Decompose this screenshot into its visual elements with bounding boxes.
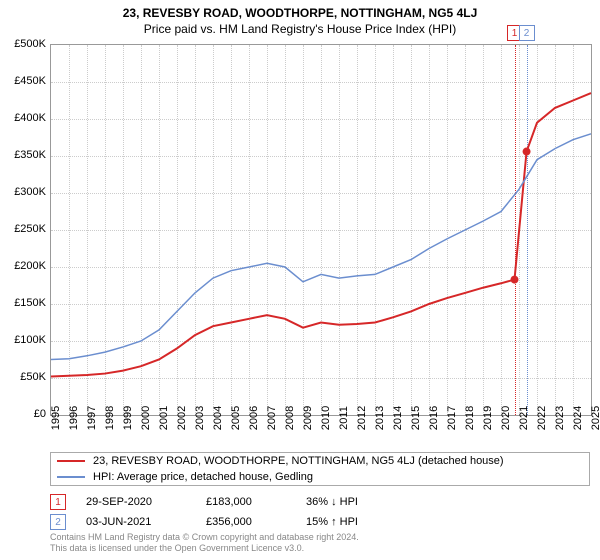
footer-attribution: Contains HM Land Registry data © Crown c…	[50, 532, 359, 554]
y-axis-label: £100K	[14, 334, 46, 346]
marker-price: £183,000	[206, 496, 306, 508]
legend-box: 23, REVESBY ROAD, WOODTHORPE, NOTTINGHAM…	[50, 452, 590, 486]
x-axis-label: 2010	[320, 406, 332, 430]
footer-line-2: This data is licensed under the Open Gov…	[50, 543, 359, 554]
y-axis-label: £350K	[14, 149, 46, 161]
x-axis-label: 2023	[554, 406, 566, 430]
legend-label: 23, REVESBY ROAD, WOODTHORPE, NOTTINGHAM…	[93, 455, 504, 467]
x-axis-label: 2001	[158, 406, 170, 430]
x-axis-label: 2021	[518, 406, 530, 430]
marker-row: 1 29-SEP-2020£183,00036% ↓ HPI	[50, 492, 590, 512]
y-axis-label: £200K	[14, 260, 46, 272]
x-axis-label: 2005	[230, 406, 242, 430]
legend-item: HPI: Average price, detached house, Gedl…	[51, 469, 589, 485]
series-line	[51, 93, 591, 376]
legend-swatch	[57, 476, 85, 478]
x-axis-label: 2019	[482, 406, 494, 430]
x-axis-label: 1997	[86, 406, 98, 430]
marker-row: 2 03-JUN-2021£356,00015% ↑ HPI	[50, 512, 590, 532]
marker-badge-on-chart: 2	[519, 25, 535, 41]
y-axis-label: £150K	[14, 297, 46, 309]
x-axis-label: 2002	[176, 406, 188, 430]
marker-delta: 36% ↓ HPI	[306, 496, 406, 508]
data-point-dot	[511, 276, 519, 284]
series-svg	[51, 45, 591, 415]
x-axis-label: 1998	[104, 406, 116, 430]
x-axis-label: 1999	[122, 406, 134, 430]
y-axis-label: £400K	[14, 112, 46, 124]
x-axis-label: 2004	[212, 406, 224, 430]
y-axis-label: £0	[34, 408, 46, 420]
x-axis-label: 2017	[446, 406, 458, 430]
x-axis-label: 2012	[356, 406, 368, 430]
y-axis-label: £250K	[14, 223, 46, 235]
chart-title: 23, REVESBY ROAD, WOODTHORPE, NOTTINGHAM…	[0, 0, 600, 20]
x-axis-label: 2013	[374, 406, 386, 430]
data-point-dot	[523, 148, 531, 156]
marker-date: 29-SEP-2020	[86, 496, 206, 508]
x-axis-label: 2006	[248, 406, 260, 430]
legend-label: HPI: Average price, detached house, Gedl…	[93, 471, 313, 483]
marker-badge: 1	[50, 494, 66, 510]
legend-swatch	[57, 460, 85, 462]
y-axis-label: £450K	[14, 75, 46, 87]
x-axis-label: 2000	[140, 406, 152, 430]
x-axis-label: 2024	[572, 406, 584, 430]
x-axis-label: 2007	[266, 406, 278, 430]
x-axis-label: 1996	[68, 406, 80, 430]
marker-price: £356,000	[206, 516, 306, 528]
chart-plot-area: 12	[50, 44, 592, 416]
x-axis-label: 2011	[338, 406, 350, 430]
x-axis-label: 2009	[302, 406, 314, 430]
marker-table: 1 29-SEP-2020£183,00036% ↓ HPI 2 03-JUN-202…	[50, 492, 590, 532]
y-axis-label: £50K	[20, 371, 46, 383]
x-axis-label: 2020	[500, 406, 512, 430]
footer-line-1: Contains HM Land Registry data © Crown c…	[50, 532, 359, 543]
x-axis-label: 2022	[536, 406, 548, 430]
x-axis-label: 1995	[50, 406, 62, 430]
x-axis-label: 2008	[284, 406, 296, 430]
y-axis-label: £500K	[14, 38, 46, 50]
marker-delta: 15% ↑ HPI	[306, 516, 406, 528]
x-axis-label: 2025	[590, 406, 600, 430]
x-axis-label: 2014	[392, 406, 404, 430]
series-line	[51, 134, 591, 360]
x-axis-label: 2015	[410, 406, 422, 430]
marker-badge: 2	[50, 514, 66, 530]
x-axis-label: 2018	[464, 406, 476, 430]
marker-date: 03-JUN-2021	[86, 516, 206, 528]
y-axis-label: £300K	[14, 186, 46, 198]
x-axis-label: 2003	[194, 406, 206, 430]
legend-item: 23, REVESBY ROAD, WOODTHORPE, NOTTINGHAM…	[51, 453, 589, 469]
x-axis-label: 2016	[428, 406, 440, 430]
